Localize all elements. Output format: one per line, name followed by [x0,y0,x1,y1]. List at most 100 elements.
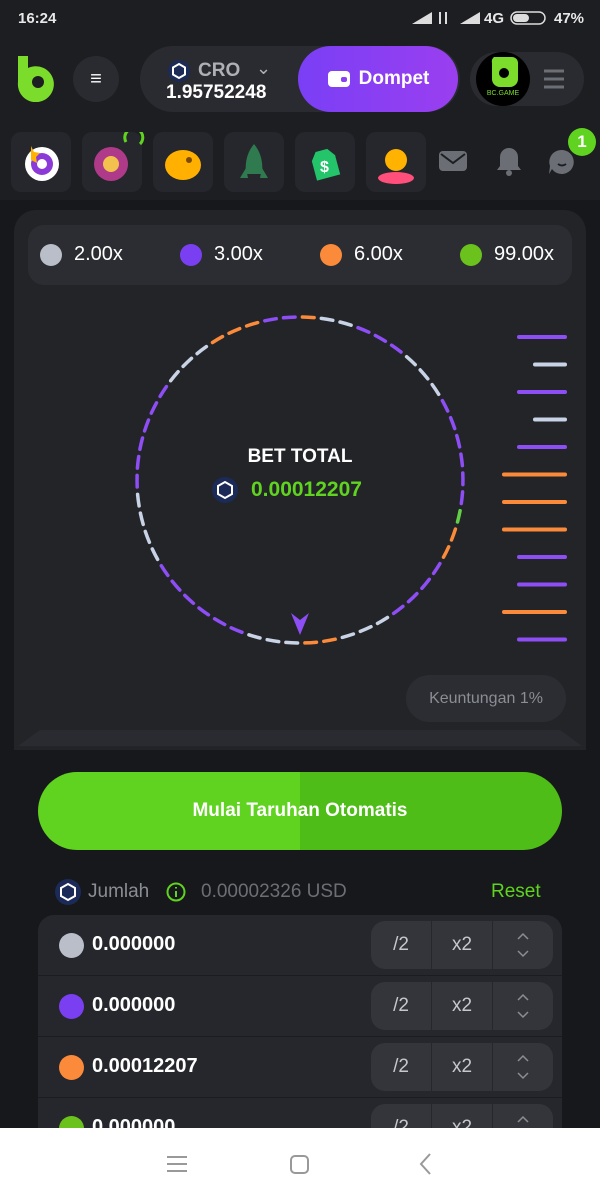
chat-icon[interactable] [548,148,576,176]
wheel-segment [212,617,227,627]
auto-bet-button[interactable]: Mulai Taruhan Otomatis [38,772,562,850]
double-button[interactable]: x2 [432,1043,493,1091]
wheel-segment [138,436,145,452]
multiplier-label: 2.00x [74,243,123,265]
logo[interactable] [14,54,56,102]
wheel-segment [449,527,458,542]
info-icon[interactable] [166,882,186,902]
wheel-segment [358,624,373,634]
game-tile[interactable] [153,132,213,192]
balance: 1.95752248 [166,82,267,103]
multiplier-label: 6.00x [354,243,403,265]
bet-controls: /2 x2 [371,1043,553,1091]
wheel-segment [168,369,180,383]
wheel-segment [459,490,465,506]
nav-back[interactable] [418,1152,434,1176]
multiplier[interactable]: 99.00x [460,243,554,266]
wheel-segment [420,577,432,591]
bet-dot [59,994,84,1019]
game-icon-row: $ 1 [0,124,600,200]
wheel-segment [135,492,141,508]
nav-home[interactable] [289,1154,311,1176]
wheel-pointer [291,613,309,635]
bet-dot [59,1055,84,1080]
game-tile[interactable]: $ [295,132,355,192]
wheel-segment [391,604,405,616]
arrow [517,1115,529,1123]
bet-total-label: BET TOTAL [247,446,353,467]
header: ≡ CRO ⌄ 1.95752248 Dompet BC.GAME [0,36,600,124]
wheel-segment [448,415,457,431]
cro-icon [168,60,190,82]
wheel-segment [281,315,297,320]
multiplier[interactable]: 6.00x [320,243,403,266]
svg-text:$: $ [320,159,329,176]
double-button[interactable]: x2 [432,921,493,969]
game-tile[interactable] [366,132,426,192]
wheel-segment [406,591,419,604]
half-button[interactable]: /2 [371,1043,432,1091]
stepper[interactable] [493,982,553,1030]
wallet-icon [327,71,350,87]
wheel-segment [210,334,225,345]
wheel-segment [303,640,319,645]
half-button[interactable]: /2 [371,982,432,1030]
double-button[interactable]: x2 [432,1104,493,1128]
wheel-segment [183,593,196,606]
wallet-button[interactable]: Dompet [298,46,458,112]
wheel-segment [229,626,244,635]
wheel-segment [135,454,141,470]
bet-controls: /2 x2 [371,921,553,969]
half-button[interactable]: /2 [371,1104,432,1128]
bet-controls: /2 x2 [371,982,553,1030]
stepper[interactable] [493,1104,553,1128]
avatar-logo [491,57,518,87]
wheel-segment [300,315,316,320]
menu-button[interactable]: ≡ [73,56,119,102]
half-button[interactable]: /2 [371,921,432,969]
stepper[interactable] [493,921,553,969]
wheel-segment [459,452,465,468]
arrow [517,932,529,958]
profit-note: Keuntungan 1% [406,675,566,722]
wheel-segment [263,316,278,323]
multiplier[interactable]: 2.00x [40,243,123,266]
multiplier-label: 3.00x [214,243,263,265]
game-tile[interactable] [11,132,71,192]
multiplier-dot [180,243,202,266]
avatar[interactable]: BC.GAME [476,52,530,106]
multiplier-dot [320,243,342,266]
nav-bar [0,1128,600,1200]
wheel-segment [150,547,160,562]
stepper[interactable] [493,1043,553,1091]
bet-dot [59,933,84,958]
list-icon[interactable] [542,68,566,90]
reset-button[interactable]: Reset [491,881,541,902]
multiplier-dot [460,243,482,266]
amount-usd: 0.00002326 USD [201,881,347,902]
clock: 16:24 [18,10,57,27]
mail-icon[interactable] [438,150,468,172]
wheel-segment [455,508,462,524]
double-button[interactable]: x2 [432,982,493,1030]
multiplier[interactable]: 3.00x [180,243,263,266]
bell-icon[interactable] [495,146,523,176]
avatar-text: BC.GAME [486,90,520,97]
wheel-segment [195,344,209,356]
nav-menu[interactable] [165,1154,189,1174]
wheel-segment [441,545,451,559]
wheel-segment [338,320,353,327]
bet-row: 0.000000/2 x2 [38,976,562,1037]
wheel-segment [247,633,262,640]
chat-badge: 1 [568,128,596,156]
game-tile[interactable] [224,132,284,192]
cro-icon [55,879,81,905]
wheel-segment [244,320,260,328]
stepper-arrows [517,1054,529,1080]
wheel-segment [138,511,145,527]
multiplier-bar: 2.00x 3.00x 6.00x 99.00x [28,225,572,285]
bet-amount: 0.000000 [92,994,176,1016]
wheel-segment [181,356,194,369]
battery: 47% [554,10,585,27]
game-tile[interactable] [82,126,145,192]
